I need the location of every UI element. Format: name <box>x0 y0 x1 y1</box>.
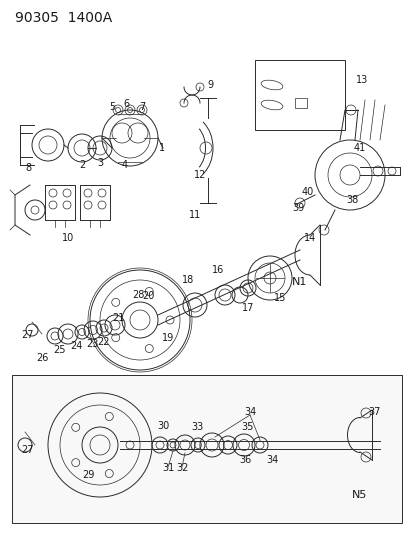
Text: 34: 34 <box>265 455 278 465</box>
Text: 90305  1400A: 90305 1400A <box>15 11 112 25</box>
Text: N5: N5 <box>351 490 367 500</box>
Text: 18: 18 <box>181 275 194 285</box>
Text: 37: 37 <box>368 407 380 417</box>
Text: 26: 26 <box>36 353 48 363</box>
Text: 35: 35 <box>241 422 254 432</box>
Bar <box>294 98 306 108</box>
Text: 40: 40 <box>301 187 313 197</box>
Text: 2: 2 <box>79 160 85 170</box>
Text: 10: 10 <box>62 233 74 243</box>
Text: 14: 14 <box>303 233 316 243</box>
Bar <box>254 60 344 130</box>
Text: 36: 36 <box>238 455 251 465</box>
Text: 4: 4 <box>122 160 128 170</box>
Text: 6: 6 <box>123 99 129 109</box>
Text: 20: 20 <box>142 291 154 301</box>
Text: 39: 39 <box>291 203 304 213</box>
Text: 33: 33 <box>190 422 203 432</box>
Text: 24: 24 <box>70 341 82 351</box>
Text: 16: 16 <box>211 265 223 275</box>
Text: 7: 7 <box>138 102 145 112</box>
Text: 9: 9 <box>206 80 213 90</box>
Text: 15: 15 <box>273 293 285 303</box>
Text: 38: 38 <box>345 195 357 205</box>
Text: 23: 23 <box>85 339 98 349</box>
Bar <box>12 375 401 523</box>
Text: 21: 21 <box>112 313 124 323</box>
Text: 22: 22 <box>97 337 110 347</box>
Text: 28: 28 <box>131 290 144 300</box>
Text: 12: 12 <box>193 170 206 180</box>
Text: 11: 11 <box>188 210 201 220</box>
Text: 30: 30 <box>157 421 169 431</box>
Text: 41: 41 <box>353 143 365 153</box>
Text: 19: 19 <box>161 333 174 343</box>
Text: 27: 27 <box>22 330 34 340</box>
Text: 32: 32 <box>176 463 189 473</box>
Text: 17: 17 <box>241 303 254 313</box>
Text: 34: 34 <box>243 407 256 417</box>
Text: 29: 29 <box>82 470 94 480</box>
Text: 1: 1 <box>159 143 165 153</box>
Text: 27: 27 <box>22 445 34 455</box>
Text: 8: 8 <box>25 163 31 173</box>
Text: 3: 3 <box>97 158 103 168</box>
Text: 5: 5 <box>109 102 115 112</box>
Text: N1: N1 <box>292 277 307 287</box>
Text: 25: 25 <box>54 345 66 355</box>
Text: 31: 31 <box>161 463 174 473</box>
Text: 13: 13 <box>355 75 367 85</box>
